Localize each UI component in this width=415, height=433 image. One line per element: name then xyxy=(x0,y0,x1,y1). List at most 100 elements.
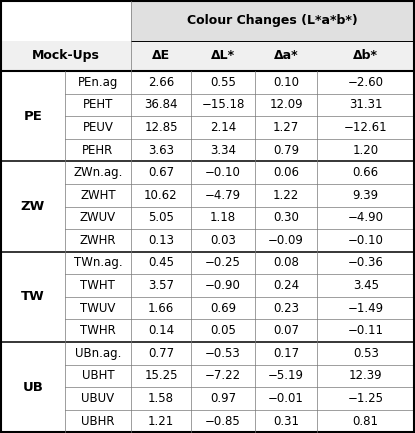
Text: ΔE: ΔE xyxy=(152,49,170,62)
Text: 0.17: 0.17 xyxy=(273,347,299,360)
Text: 12.09: 12.09 xyxy=(269,98,303,111)
Bar xyxy=(1,41,414,71)
Text: −0.25: −0.25 xyxy=(205,256,241,269)
Text: 0.30: 0.30 xyxy=(273,211,299,224)
Text: 0.97: 0.97 xyxy=(210,392,236,405)
Text: TWUV: TWUV xyxy=(80,302,116,315)
Bar xyxy=(1,342,414,365)
Text: TWHT: TWHT xyxy=(81,279,115,292)
Text: 0.23: 0.23 xyxy=(273,302,299,315)
Text: −7.22: −7.22 xyxy=(205,369,241,382)
Text: 0.31: 0.31 xyxy=(273,414,299,427)
Text: PEHT: PEHT xyxy=(83,98,113,111)
Text: −0.90: −0.90 xyxy=(205,279,241,292)
Text: 0.03: 0.03 xyxy=(210,234,236,247)
Bar xyxy=(1,274,414,297)
Text: −12.61: −12.61 xyxy=(344,121,388,134)
Text: −0.10: −0.10 xyxy=(348,234,383,247)
Bar xyxy=(1,297,414,320)
Text: 0.14: 0.14 xyxy=(148,324,174,337)
Text: 0.69: 0.69 xyxy=(210,302,236,315)
Text: 15.25: 15.25 xyxy=(144,369,178,382)
Text: TWHR: TWHR xyxy=(80,324,116,337)
Text: 1.58: 1.58 xyxy=(148,392,174,405)
Text: Colour Changes (L*a*b*): Colour Changes (L*a*b*) xyxy=(187,14,358,27)
Text: −1.25: −1.25 xyxy=(348,392,384,405)
Text: Δa*: Δa* xyxy=(274,49,298,62)
Text: 36.84: 36.84 xyxy=(144,98,178,111)
Text: TWn.ag.: TWn.ag. xyxy=(73,256,122,269)
Text: 0.53: 0.53 xyxy=(353,347,378,360)
Text: 3.34: 3.34 xyxy=(210,144,236,157)
Bar xyxy=(1,116,414,139)
Text: 0.24: 0.24 xyxy=(273,279,299,292)
Text: 1.22: 1.22 xyxy=(273,189,299,202)
Text: −0.36: −0.36 xyxy=(348,256,383,269)
Text: PEHR: PEHR xyxy=(82,144,114,157)
Text: 1.27: 1.27 xyxy=(273,121,299,134)
Text: 3.45: 3.45 xyxy=(353,279,379,292)
Text: ZW: ZW xyxy=(21,200,45,213)
Text: 1.66: 1.66 xyxy=(148,302,174,315)
Text: 9.39: 9.39 xyxy=(353,189,379,202)
Text: 3.57: 3.57 xyxy=(148,279,174,292)
Text: 12.39: 12.39 xyxy=(349,369,383,382)
Text: −0.85: −0.85 xyxy=(205,414,241,427)
Bar xyxy=(1,365,414,387)
Text: 0.13: 0.13 xyxy=(148,234,174,247)
Text: −0.53: −0.53 xyxy=(205,347,241,360)
Text: UBn.ag.: UBn.ag. xyxy=(75,347,121,360)
Bar xyxy=(1,229,414,252)
Text: TW: TW xyxy=(21,291,45,304)
Text: PE: PE xyxy=(23,110,42,123)
Text: 0.05: 0.05 xyxy=(210,324,236,337)
Text: −0.11: −0.11 xyxy=(348,324,384,337)
Text: 0.66: 0.66 xyxy=(353,166,379,179)
Text: −4.90: −4.90 xyxy=(348,211,384,224)
Text: 10.62: 10.62 xyxy=(144,189,178,202)
Bar xyxy=(1,162,414,184)
Text: −5.19: −5.19 xyxy=(268,369,304,382)
Bar xyxy=(1,320,414,342)
Text: ZWUV: ZWUV xyxy=(80,211,116,224)
Text: UBUV: UBUV xyxy=(81,392,115,405)
Text: 2.14: 2.14 xyxy=(210,121,236,134)
Text: 0.77: 0.77 xyxy=(148,347,174,360)
Text: −0.10: −0.10 xyxy=(205,166,241,179)
Text: UB: UB xyxy=(22,381,43,394)
Text: 1.21: 1.21 xyxy=(148,414,174,427)
Text: ZWHR: ZWHR xyxy=(80,234,116,247)
Text: 0.55: 0.55 xyxy=(210,76,236,89)
Bar xyxy=(1,139,414,162)
Text: −0.09: −0.09 xyxy=(268,234,304,247)
Text: PEUV: PEUV xyxy=(83,121,113,134)
Bar xyxy=(1,252,414,274)
Text: PEn.ag: PEn.ag xyxy=(78,76,118,89)
Text: ΔL*: ΔL* xyxy=(211,49,235,62)
Text: 1.20: 1.20 xyxy=(353,144,379,157)
Bar xyxy=(1,410,414,432)
Text: 0.07: 0.07 xyxy=(273,324,299,337)
Text: −0.01: −0.01 xyxy=(268,392,304,405)
Text: −15.18: −15.18 xyxy=(201,98,245,111)
Text: 0.06: 0.06 xyxy=(273,166,299,179)
Text: 2.66: 2.66 xyxy=(148,76,174,89)
Text: 5.05: 5.05 xyxy=(148,211,174,224)
Text: 12.85: 12.85 xyxy=(144,121,178,134)
Text: 0.10: 0.10 xyxy=(273,76,299,89)
Text: UBHR: UBHR xyxy=(81,414,115,427)
Text: −2.60: −2.60 xyxy=(348,76,384,89)
Text: 0.81: 0.81 xyxy=(353,414,379,427)
Bar xyxy=(131,1,414,41)
Text: 0.45: 0.45 xyxy=(148,256,174,269)
Text: 31.31: 31.31 xyxy=(349,98,383,111)
Bar xyxy=(1,71,414,94)
Bar xyxy=(1,207,414,229)
Text: ZWHT: ZWHT xyxy=(80,189,116,202)
Text: 0.08: 0.08 xyxy=(273,256,299,269)
Text: Mock-Ups: Mock-Ups xyxy=(32,49,100,62)
Bar xyxy=(1,94,414,116)
Bar xyxy=(1,387,414,410)
Text: 0.79: 0.79 xyxy=(273,144,299,157)
Text: −4.79: −4.79 xyxy=(205,189,241,202)
